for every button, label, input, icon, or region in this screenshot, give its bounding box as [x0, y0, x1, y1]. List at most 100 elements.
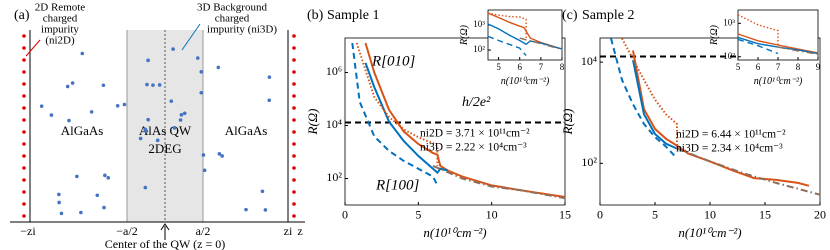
x-axis-label: n(10¹⁰cm⁻²)	[754, 76, 803, 87]
background-impurity	[263, 208, 268, 212]
series-line	[355, 42, 439, 166]
background-impurity	[151, 83, 155, 87]
remote-label: impurity	[41, 24, 79, 36]
annotation: h/2e²	[462, 95, 491, 110]
remote-impurity	[292, 214, 296, 218]
background-impurity	[67, 118, 71, 123]
series-line	[777, 46, 819, 55]
layer-label: AlAs QW	[139, 123, 192, 138]
pointer	[25, 39, 41, 57]
layer-label: 2DEG	[148, 141, 181, 156]
remote-impurity	[22, 34, 26, 38]
background-impurity	[157, 83, 162, 87]
x-axis-label: n(10¹⁰cm⁻²)	[501, 76, 550, 87]
background-impurity	[178, 118, 183, 122]
diagram: (a) AlGaAs AlAs QW 2DEG AlGaAs 2D Remote…	[10, 2, 305, 250]
y-tick-label: 10⁶	[326, 64, 342, 78]
remote-impurity	[292, 70, 296, 74]
background-impurity	[146, 117, 150, 122]
background-impurity	[59, 211, 64, 216]
background-impurity	[267, 75, 272, 79]
y-axis-label: R(Ω)	[305, 109, 320, 136]
background-impurity	[146, 58, 150, 63]
series-line	[632, 50, 810, 187]
annotation: ni3D = 2.34 × 10⁴cm⁻³	[676, 143, 783, 155]
remote-impurity	[292, 118, 296, 122]
background-impurity	[199, 70, 204, 74]
x-tick-label: 6	[756, 62, 761, 72]
y-tick-label: 10⁴	[581, 54, 597, 68]
x-tick-label: 5	[652, 208, 658, 222]
z-label: z	[297, 224, 302, 238]
background-impurity	[49, 113, 54, 117]
background-impurity	[75, 174, 79, 179]
background-impurity	[122, 102, 127, 107]
background-impurity	[57, 200, 61, 205]
z-label: −a/2	[116, 224, 137, 238]
background-impurity	[115, 103, 120, 108]
remote-impurity	[292, 58, 296, 62]
series-label: R[100]	[375, 177, 420, 193]
remote-impurity	[292, 178, 296, 182]
background-impurity	[172, 126, 177, 130]
background-impurity	[102, 205, 106, 210]
z-label: zi	[284, 224, 293, 238]
series-line	[632, 59, 678, 150]
y-tick-label: 10²	[723, 51, 735, 61]
series-line	[432, 164, 566, 200]
background-impurity	[145, 82, 149, 87]
remote-impurity	[292, 106, 296, 110]
background-impurity	[101, 83, 106, 88]
x-tick-label: 10	[486, 208, 498, 222]
remote-impurity	[22, 82, 26, 86]
remote-impurity	[292, 46, 296, 50]
annotation: ni2D = 6.44 × 10¹¹cm⁻²	[676, 129, 786, 141]
background-label: 3D Background	[197, 2, 267, 14]
background-impurity	[244, 207, 248, 212]
remote-impurity	[22, 118, 26, 122]
y-axis-label: R(Ω)	[709, 24, 720, 46]
remote-impurity	[292, 82, 296, 86]
annotation: ni3D = 2.22 × 10⁴cm⁻³	[420, 142, 527, 154]
background-impurity	[70, 81, 75, 85]
x-axis-label: n(10¹⁰cm⁻²)	[423, 225, 486, 240]
arrow	[160, 223, 170, 240]
remote-impurity	[292, 94, 296, 98]
background-impurity	[217, 152, 222, 156]
series-line	[737, 38, 779, 55]
panel-label: (b)	[307, 8, 324, 23]
remote-impurity	[292, 34, 296, 38]
y-tick-label: 10²	[581, 155, 597, 169]
background-impurity	[95, 193, 100, 198]
background-impurity	[216, 65, 221, 70]
series-line	[737, 14, 779, 48]
series-line	[364, 62, 448, 175]
background-impurity	[260, 189, 265, 194]
remote-impurity	[22, 190, 26, 194]
background-impurity	[202, 168, 207, 173]
background-impurity	[103, 173, 107, 178]
background-impurity	[199, 90, 204, 95]
y-tick-label: 10²	[473, 44, 485, 54]
series-label: R[010]	[371, 53, 416, 69]
background-impurity	[57, 192, 61, 197]
background-impurity	[143, 127, 147, 132]
background-impurity	[179, 113, 184, 117]
series-line	[737, 33, 819, 54]
layer-label: AlGaAs	[225, 123, 268, 138]
layer-label: AlGaAs	[61, 123, 104, 138]
x-tick-label: 8	[560, 62, 565, 72]
y-tick-label: 10²	[326, 170, 342, 184]
x-tick-label: 7	[539, 62, 544, 72]
background-impurity	[182, 111, 187, 116]
series-line	[351, 42, 439, 186]
remote-label: charged	[43, 13, 78, 25]
chart-title: Sample 2	[582, 8, 635, 23]
y-axis-label: R(Ω)	[459, 24, 470, 46]
background-impurity	[155, 138, 160, 143]
background-impurity	[89, 110, 94, 114]
background-impurity	[138, 136, 143, 141]
background-impurity	[39, 104, 44, 108]
